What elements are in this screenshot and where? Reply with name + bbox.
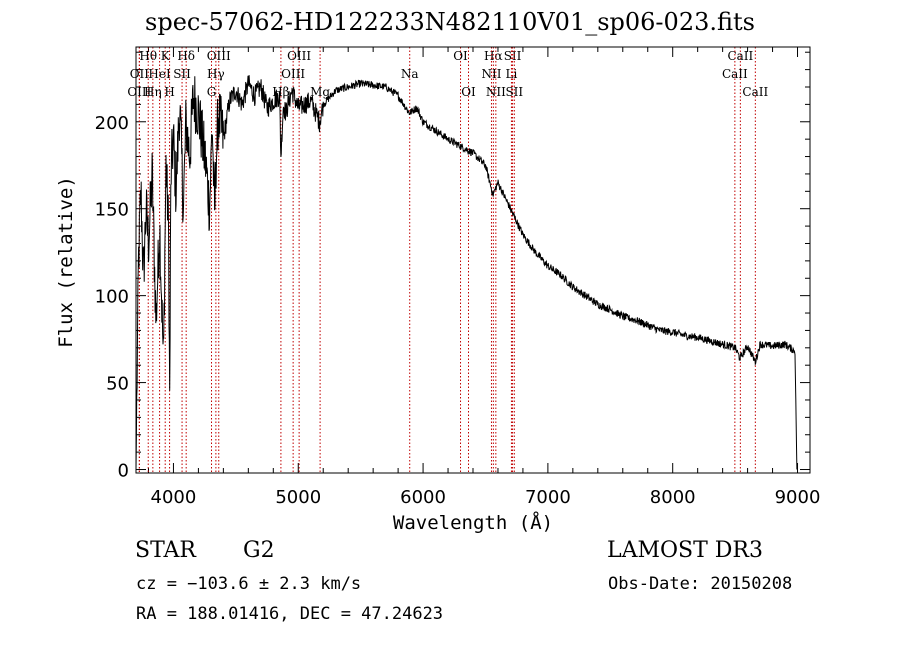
chart-title: spec-57062-HD122233N482110V01_sp06-023.f… <box>145 8 755 36</box>
line-label: Hα <box>484 49 503 63</box>
line-label: OIII <box>287 49 311 63</box>
line-label: HeI <box>148 67 171 81</box>
sky-coordinates: RA = 188.01416, DEC = 47.24623 <box>136 604 444 624</box>
line-label: Hθ <box>139 49 157 63</box>
plot-frame <box>135 46 811 474</box>
x-tick-label: 9000 <box>775 487 821 508</box>
line-label: Hγ <box>207 67 225 81</box>
object-type: STAR <box>135 538 196 563</box>
line-label: SII <box>505 85 523 99</box>
x-tick-label: 8000 <box>650 487 696 508</box>
x-tick-label: 4000 <box>151 487 197 508</box>
axis-ticks: 4000 5000 6000 7000 8000 9000 0 50 100 150 200 <box>95 47 821 508</box>
line-label: H <box>164 85 174 99</box>
line-label: K <box>161 49 171 63</box>
line-label: Hη <box>144 85 162 99</box>
x-axis-label: Wavelength (Å) <box>393 511 553 534</box>
line-label: Na <box>401 67 419 81</box>
line-label: Li <box>506 67 518 81</box>
y-tick-label: 100 <box>95 287 129 308</box>
line-label: OIII <box>127 85 151 99</box>
radial-velocity: cz = −103.6 ± 2.3 km/s <box>136 574 362 594</box>
observation-date: Obs-Date: 20150208 <box>608 574 793 594</box>
line-label: CaII <box>722 67 748 81</box>
x-tick-label: 5000 <box>275 487 321 508</box>
y-tick-label: 150 <box>95 200 129 221</box>
line-label: OII <box>130 67 150 81</box>
spectrum-line <box>135 75 798 470</box>
y-tick-label: 200 <box>95 113 129 134</box>
x-tick-label: 6000 <box>400 487 446 508</box>
y-tick-label: 50 <box>106 374 129 395</box>
line-label: CaII <box>727 49 753 63</box>
spectral-subclass: G2 <box>243 538 275 563</box>
survey-name: LAMOST DR3 <box>607 538 763 563</box>
line-label: OI <box>461 85 476 99</box>
line-label: NII <box>486 85 506 99</box>
line-label: OI <box>453 49 468 63</box>
line-label: Hδ <box>177 49 195 63</box>
line-label: NII <box>481 67 501 81</box>
line-label: G <box>207 85 217 99</box>
line-label: SII <box>504 49 522 63</box>
y-axis-label: Flux (relative) <box>55 176 77 348</box>
line-label: CaII <box>742 85 768 99</box>
x-tick-label: 7000 <box>525 487 571 508</box>
line-label: OIII <box>281 67 305 81</box>
line-label: Mg <box>310 85 330 99</box>
line-label: SII <box>173 67 191 81</box>
y-tick-label: 0 <box>118 461 129 482</box>
line-label: OIII <box>207 49 231 63</box>
